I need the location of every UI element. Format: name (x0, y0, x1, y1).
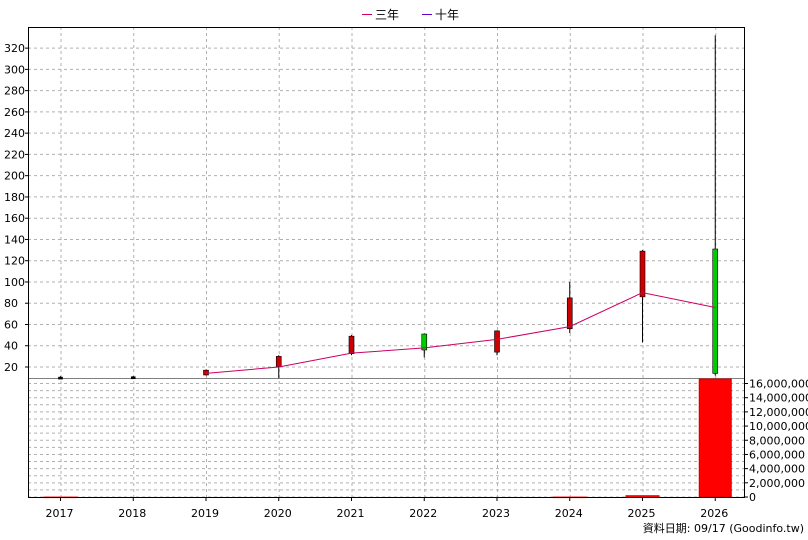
candle-body (494, 330, 500, 353)
price-tick-label: 80 (4, 297, 18, 310)
candle-body (275, 356, 282, 367)
price-tick-label: 120 (4, 255, 25, 268)
price-tick-label: 300 (4, 63, 25, 76)
three-year-line-layer (205, 292, 716, 374)
price-tick-label: 260 (4, 106, 25, 119)
legend-label: 十年 (435, 8, 459, 22)
price-tick-label: 40 (4, 340, 18, 353)
price-tick-label: 320 (4, 42, 25, 55)
candle-body (421, 333, 428, 351)
price-tick-label: 100 (4, 276, 25, 289)
plot-frame (28, 27, 745, 498)
candle-body (639, 250, 646, 298)
x-tick-label: 2018 (118, 507, 146, 520)
candle-body (130, 376, 136, 380)
candle-body (712, 248, 719, 374)
price-tick-label: 220 (4, 148, 25, 161)
candle-body (203, 369, 209, 376)
x-tick-label: 2024 (555, 507, 583, 520)
price-tick-label: 200 (4, 170, 25, 183)
axes: 20 40 60 80 100 120 140 160 180 200 220 240 260 280 30… (4, 27, 808, 520)
candle-body (58, 376, 63, 380)
volume-tick-label: 10,000,000 (749, 420, 808, 433)
volume-tick-label: 2,000,000 (749, 477, 805, 490)
three-year-line (205, 292, 716, 374)
volume-bar (698, 378, 732, 498)
price-tick-label: 60 (4, 318, 18, 331)
x-tick-label: 2022 (409, 507, 437, 520)
price-tick-label: 280 (4, 85, 25, 98)
legend: 三年 十年 (362, 8, 459, 22)
volume-tick-label: 16,000,000 (749, 378, 808, 391)
grid-lines (28, 27, 744, 498)
x-tick-label: 2023 (482, 507, 510, 520)
x-tick-label: 2019 (191, 507, 219, 520)
x-tick-label: 2021 (337, 507, 365, 520)
volume-tick-label: 6,000,000 (749, 448, 805, 461)
volume-tick-label: 4,000,000 (749, 463, 805, 476)
price-tick-label: 180 (4, 191, 25, 204)
volume-tick-label: 0 (749, 491, 756, 504)
volume-bar (625, 495, 660, 497)
price-tick-label: 20 (4, 361, 18, 374)
x-tick-label: 2025 (628, 507, 656, 520)
x-tick-label: 2020 (264, 507, 292, 520)
volume-tick-label: 8,000,000 (749, 434, 805, 447)
legend-label: 三年 (375, 8, 399, 22)
price-tick-label: 240 (4, 127, 25, 140)
volume-tick-label: 14,000,000 (749, 392, 808, 405)
candle-body (348, 335, 355, 355)
x-tick-label: 2026 (700, 507, 728, 520)
footer-date-label: 資料日期: 09/17 (Goodinfo.tw) (643, 521, 804, 535)
candle-body (566, 297, 573, 330)
price-tick-label: 140 (4, 233, 25, 246)
price-tick-label: 160 (4, 212, 25, 225)
x-tick-label: 2017 (46, 507, 74, 520)
volume-tick-label: 12,000,000 (749, 406, 808, 419)
